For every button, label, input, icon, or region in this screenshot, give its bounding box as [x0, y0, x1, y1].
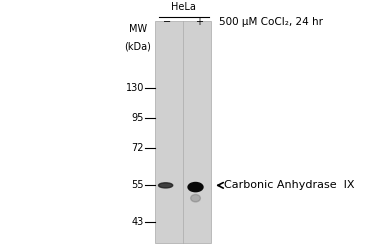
Text: 130: 130 [126, 84, 144, 94]
Text: HeLa: HeLa [171, 2, 196, 12]
Text: Carbonic Anhydrase  IX: Carbonic Anhydrase IX [224, 180, 355, 190]
Ellipse shape [159, 183, 173, 188]
Text: MW: MW [129, 24, 147, 34]
Text: 43: 43 [132, 217, 144, 227]
Text: +: + [195, 17, 203, 27]
Ellipse shape [188, 182, 203, 192]
Ellipse shape [191, 194, 200, 202]
Text: 500 μM CoCl₂, 24 hr: 500 μM CoCl₂, 24 hr [219, 17, 323, 27]
Text: 72: 72 [131, 142, 144, 152]
Bar [155, 20, 211, 242]
Text: 95: 95 [132, 113, 144, 123]
Text: −: − [163, 17, 172, 27]
Text: 55: 55 [131, 180, 144, 190]
Text: (kDa): (kDa) [124, 42, 151, 51]
